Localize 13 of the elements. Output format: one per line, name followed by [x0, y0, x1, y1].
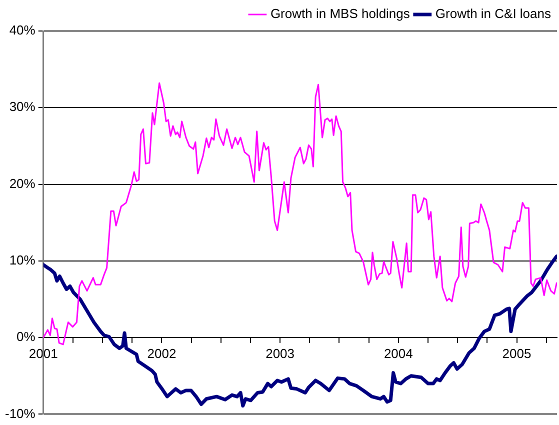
legend-label: Growth in MBS holdings [270, 6, 410, 22]
x-tick-label: 2001 [28, 346, 58, 361]
y-tick-label: 30% [9, 99, 36, 114]
x-tick-label: 2003 [266, 346, 295, 361]
y-tick-label: 0% [16, 329, 36, 344]
y-tick-label: 10% [9, 252, 36, 268]
y-tick-label: 40% [9, 22, 36, 38]
x-tick-label: 2004 [384, 346, 413, 361]
y-tick-label: 20% [9, 176, 36, 191]
legend-label: Growth in C&I loans [435, 6, 552, 22]
x-tick-label: 2005 [502, 346, 532, 361]
y-tick-label: -10% [4, 406, 36, 421]
x-tick-label: 2002 [147, 346, 176, 361]
